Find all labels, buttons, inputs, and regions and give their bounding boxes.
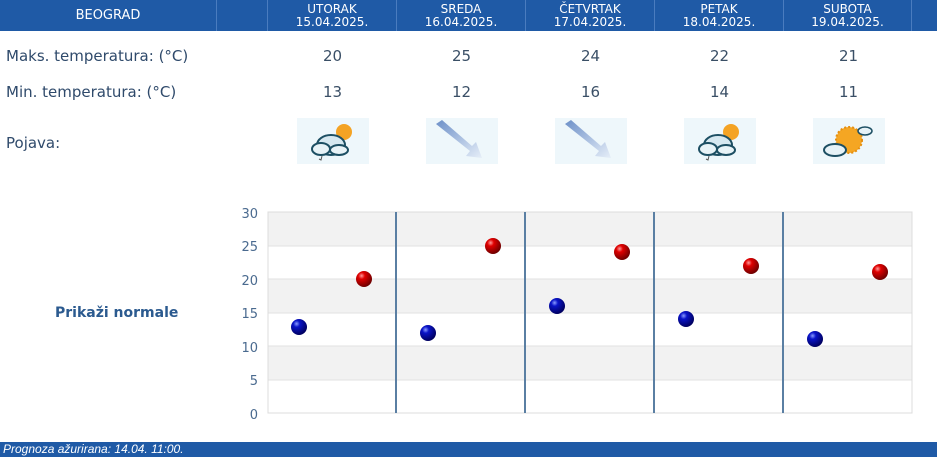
day-name: SUBOTA — [823, 1, 872, 16]
day-name: UTORAK — [307, 1, 357, 16]
svg-text:20: 20 — [241, 274, 258, 289]
day-header-1: UTORAK 15.04.2025. — [268, 0, 397, 31]
max-temp-value: 21 — [838, 47, 859, 65]
min-temp-value: 16 — [580, 83, 601, 101]
partly-cloudy-light-rain-icon — [684, 118, 756, 164]
day-date: 15.04.2025. — [295, 14, 369, 29]
min-temp-value: 14 — [709, 83, 730, 101]
wind-arrow-icon — [426, 118, 498, 164]
mostly-sunny-icon — [813, 118, 885, 164]
day-header-2: SREDA 16.04.2025. — [397, 0, 526, 31]
forecast-updated-footer: Prognoza ažurirana: 14.04. 11:00. — [0, 442, 937, 457]
day-header-5: SUBOTA 19.04.2025. — [784, 0, 912, 31]
svg-text:30: 30 — [241, 207, 258, 222]
min-temp-value: 13 — [322, 83, 343, 101]
day-date: 16.04.2025. — [424, 14, 498, 29]
city-name: BEOGRAD — [0, 0, 217, 31]
max-temp-label: Maks. temperatura: (°C) — [6, 47, 189, 65]
svg-text:0: 0 — [250, 408, 258, 423]
max-temp-value: 24 — [580, 47, 601, 65]
day-date: 19.04.2025. — [811, 14, 884, 29]
svg-text:15: 15 — [241, 307, 258, 322]
day-name: ČETVRTAK — [559, 1, 621, 16]
day-name: SREDA — [440, 1, 482, 16]
header-spacer — [217, 0, 268, 31]
max-temp-value: 22 — [709, 47, 730, 65]
max-temp-value: 20 — [322, 47, 343, 65]
header-bar: BEOGRAD UTORAK 15.04.2025. SREDA 16.04.202… — [0, 0, 937, 31]
svg-text:10: 10 — [241, 341, 258, 356]
svg-text:25: 25 — [241, 240, 258, 255]
min-temp-markers — [291, 298, 823, 347]
partly-cloudy-light-rain-icon — [297, 118, 369, 164]
svg-text:5: 5 — [250, 374, 258, 389]
show-normals-link[interactable]: Prikaži normale — [55, 305, 179, 321]
day-name: PETAK — [700, 1, 738, 16]
day-header-3: ČETVRTAK 17.04.2025. — [526, 0, 655, 31]
min-temp-value: 12 — [451, 83, 472, 101]
max-temp-value: 25 — [451, 47, 472, 65]
chart-grid — [267, 211, 913, 414]
day-header-4: PETAK 18.04.2025. — [655, 0, 784, 31]
max-temp-markers — [356, 238, 888, 287]
min-temp-value: 11 — [838, 83, 859, 101]
wind-arrow-icon — [555, 118, 627, 164]
min-temp-label: Min. temperatura: (°C) — [6, 83, 177, 101]
phenomenon-label: Pojava: — [6, 134, 61, 152]
day-date: 17.04.2025. — [553, 14, 627, 29]
temperature-chart: 30 25 20 15 10 5 0 — [241, 207, 913, 423]
day-date: 18.04.2025. — [682, 14, 756, 29]
y-axis-ticks: 30 25 20 15 10 5 0 — [241, 207, 258, 423]
